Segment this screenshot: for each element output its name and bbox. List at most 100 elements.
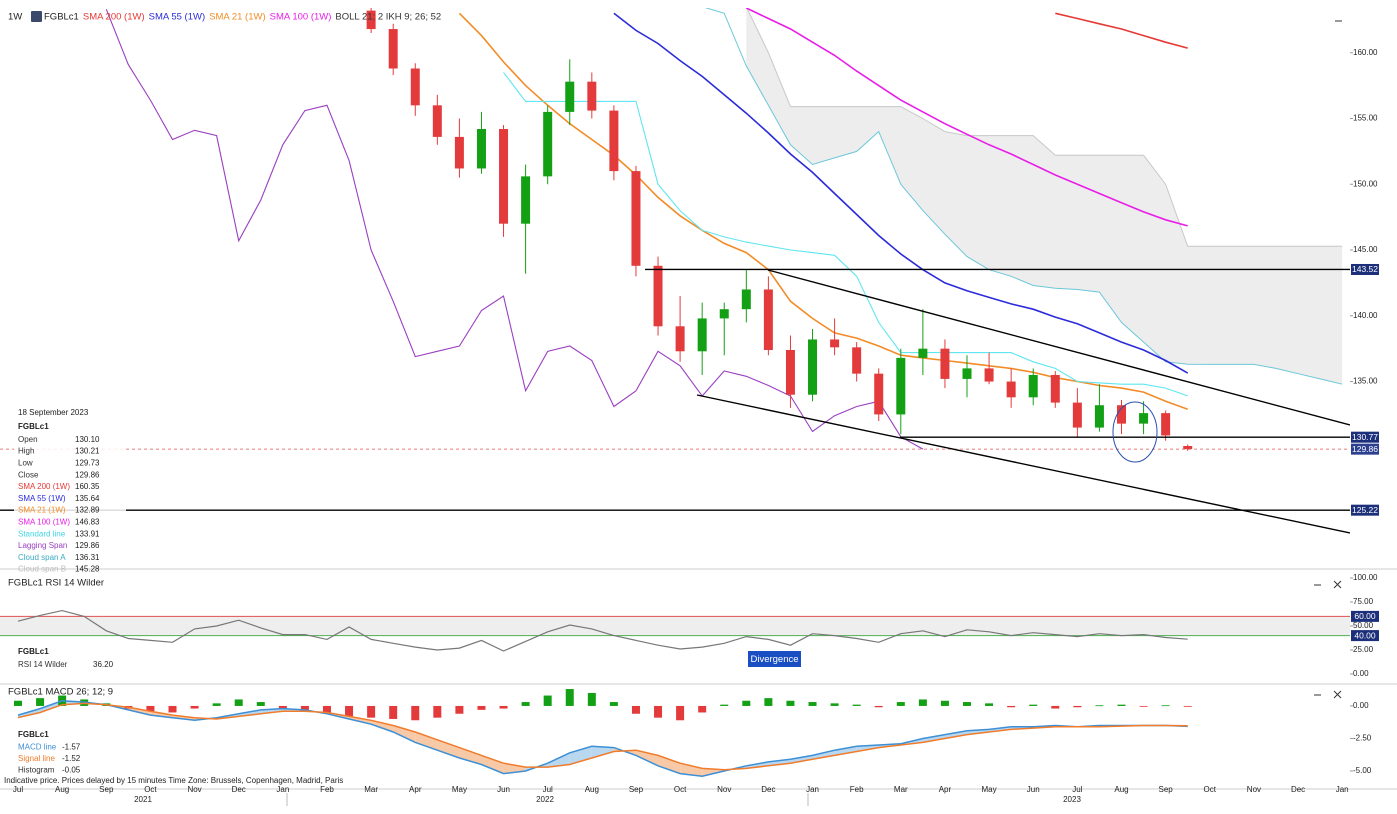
histogram-bar — [654, 705, 663, 718]
price-tag-label: 130.77 — [1352, 432, 1378, 442]
macd-fill — [459, 747, 482, 765]
macd-fill — [393, 725, 416, 743]
info-value: 129.86 — [75, 541, 100, 550]
candle-body — [1006, 381, 1016, 398]
footer-note: Indicative price. Prices delayed by 15 m… — [4, 776, 343, 785]
x-tick-label: Dec — [761, 785, 775, 794]
histogram-bar — [963, 702, 972, 706]
histogram-bar — [1117, 704, 1126, 706]
annotation-text: Divergence — [750, 654, 798, 665]
x-tick-label: Nov — [717, 785, 731, 794]
macd-fill — [415, 731, 438, 751]
rsi-line — [17, 609, 1188, 652]
close-icon[interactable] — [1333, 690, 1342, 699]
x-tick-label: Jul — [543, 785, 553, 794]
info-label: SMA 200 (1W) — [18, 482, 70, 491]
candle-body — [609, 110, 619, 172]
histogram-bar — [14, 700, 22, 706]
legend-entry: SMA 100 (1W) — [270, 12, 332, 23]
x-tick-label: Jul — [13, 785, 23, 794]
y-tick-label: 140.00 — [1353, 311, 1378, 320]
candle-body — [763, 289, 773, 350]
rsi-band — [0, 616, 1350, 636]
candle-body — [675, 326, 685, 352]
histogram-bar — [720, 704, 729, 706]
info-label: Cloud span A — [18, 553, 66, 562]
candle-body — [918, 348, 928, 358]
histogram-bar — [256, 702, 265, 706]
candle-body — [543, 111, 553, 177]
x-tick-label: Dec — [1291, 785, 1305, 794]
candle-body — [1072, 402, 1082, 428]
info-label: Open — [18, 435, 38, 444]
x-tick-label: Nov — [1247, 785, 1261, 794]
candle-body — [697, 318, 707, 352]
candle-body — [388, 29, 398, 69]
histogram-bar — [676, 705, 685, 721]
info-value: -1.57 — [62, 743, 81, 752]
info-symbol: FGBLc1 — [18, 647, 49, 656]
histogram-bar — [36, 698, 45, 706]
candle-body — [565, 81, 575, 112]
macd-fill — [768, 759, 791, 766]
histogram-bar — [1029, 704, 1038, 706]
info-value: 132.89 — [75, 506, 100, 515]
y-tick-label: 0.00 — [1353, 669, 1369, 678]
cloud-span — [746, 8, 1343, 247]
candle-body — [719, 309, 729, 319]
candle-body — [830, 339, 840, 348]
histogram-bar — [1095, 705, 1104, 707]
indicator-line — [458, 12, 1188, 411]
y-tick-label: 150.00 — [1353, 179, 1378, 188]
candle-body — [1161, 413, 1171, 436]
x-tick-label: Apr — [409, 785, 422, 794]
x-tick-label: Jun — [497, 785, 510, 794]
indicator-line — [1055, 12, 1188, 49]
info-value: 145.28 — [75, 565, 100, 574]
x-tick-label: Sep — [1159, 785, 1174, 794]
histogram-bar — [742, 700, 751, 706]
indicator-line — [745, 8, 1188, 227]
price-tag — [1351, 263, 1379, 275]
candle-body — [476, 129, 486, 169]
macd-fill — [481, 755, 504, 774]
info-date: 18 September 2023 — [18, 408, 89, 417]
histogram-bar — [830, 703, 839, 706]
pane-title: FGBLc1 MACD 26; 12; 9 — [8, 687, 113, 698]
histogram-bar — [234, 699, 243, 706]
legend-entry: SMA 55 (1W) — [149, 12, 206, 23]
info-label: Lagging Span — [18, 541, 67, 550]
candle-body — [1050, 374, 1060, 403]
x-tick-label: Jan — [1336, 785, 1349, 794]
candle-body — [366, 10, 376, 30]
pane-title: FGBLc1 RSI 14 Wilder — [8, 578, 104, 589]
info-label: SMA 100 (1W) — [18, 518, 70, 527]
histogram-bar — [918, 699, 927, 706]
indicator-line — [503, 72, 1188, 397]
macd-line — [17, 700, 1188, 777]
candle-body — [785, 349, 795, 395]
histogram-bar — [212, 703, 221, 706]
year-label: 2023 — [1063, 795, 1081, 804]
candle-body — [852, 347, 862, 374]
close-icon[interactable] — [1333, 580, 1342, 589]
macd-fill — [40, 700, 63, 713]
info-value: 136.31 — [75, 553, 100, 562]
y-tick-label: 100.00 — [1353, 573, 1378, 582]
info-label: SMA 55 (1W) — [18, 494, 66, 503]
price-tag-label: 60.00 — [1354, 611, 1376, 621]
info-value: 146.83 — [75, 518, 100, 527]
histogram-bar — [1183, 705, 1192, 707]
histogram-bar — [168, 705, 177, 713]
info-value: 130.10 — [75, 435, 100, 444]
histogram-bar — [278, 705, 287, 709]
y-tick-label: 50.00 — [1353, 621, 1374, 630]
histogram-bar — [587, 692, 596, 706]
info-value: 135.64 — [75, 494, 100, 503]
candle-body — [940, 348, 950, 379]
y-tick-label: 25.00 — [1353, 645, 1374, 654]
histogram-bar — [874, 705, 883, 708]
histogram-bar — [455, 705, 464, 714]
x-tick-label: Dec — [232, 785, 246, 794]
histogram-bar — [1161, 705, 1170, 707]
